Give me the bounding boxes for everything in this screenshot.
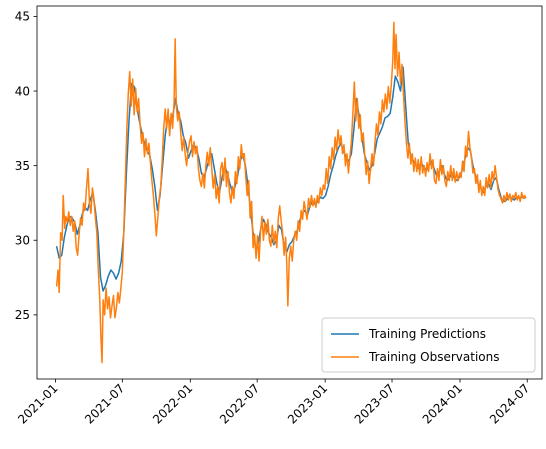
- legend-label-predictions: Training Predictions: [368, 327, 486, 341]
- y-axis: 25 30 35 40 45: [15, 10, 37, 322]
- legend: Training Predictions Training Observatio…: [321, 317, 536, 373]
- y-tick-label: 45: [15, 10, 30, 24]
- plot-area: [37, 6, 542, 379]
- legend-box: [321, 317, 536, 373]
- legend-label-observations: Training Observations: [368, 350, 500, 364]
- series-layer: [55, 21, 527, 364]
- y-tick-label: 40: [15, 84, 30, 98]
- plot-frame: [36, 5, 543, 380]
- y-tick-label: 30: [15, 234, 30, 248]
- series-line-1: [55, 21, 527, 364]
- y-tick-label: 35: [15, 159, 30, 173]
- y-tick-label: 25: [15, 308, 30, 322]
